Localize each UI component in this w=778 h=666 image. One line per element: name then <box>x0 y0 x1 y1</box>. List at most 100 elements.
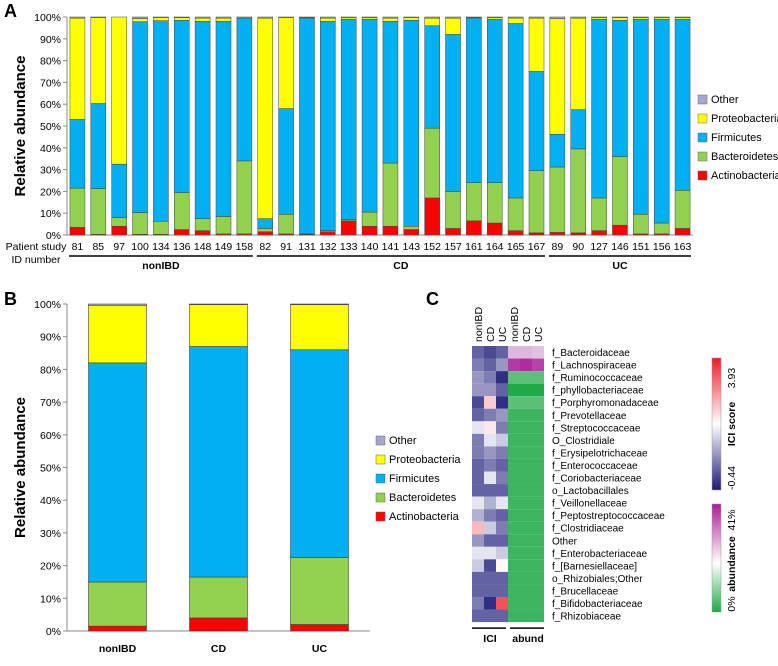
a-group-label-cd: CD <box>393 260 409 272</box>
c-abund-min-label: 0% <box>726 596 738 611</box>
c-cell-ici <box>472 597 484 610</box>
a-bar-segment-bacteroidetes <box>237 161 252 234</box>
a-legend-swatch <box>698 152 707 161</box>
c-cell-ici <box>484 497 496 510</box>
c-cell-abund <box>532 421 544 434</box>
a-xtick-label: 146 <box>611 241 629 253</box>
b-bar-segment-firmicutes <box>190 347 248 578</box>
a-bar-segment-bacteroidetes <box>675 190 690 228</box>
c-cell-ici <box>472 547 484 560</box>
c-cell-abund <box>532 359 544 372</box>
c-row-label: o_Rhizobiales;Other <box>552 574 643 585</box>
b-ytick-label: 60% <box>40 430 61 442</box>
c-cell-abund <box>508 421 520 434</box>
c-ici-title: ICI score <box>726 402 738 447</box>
b-ytick-label: 0% <box>46 626 61 638</box>
c-cell-abund <box>508 610 520 623</box>
a-legend-swatch <box>698 171 707 180</box>
c-cell-ici <box>496 434 508 447</box>
c-cell-abund <box>520 534 532 547</box>
c-cell-ici <box>472 384 484 397</box>
c-cell-ici <box>472 409 484 422</box>
c-row-label: f_Lachnospiraceae <box>552 361 637 372</box>
c-cell-ici <box>484 346 496 359</box>
c-cell-ici <box>472 371 484 384</box>
c-cell-abund <box>532 497 544 510</box>
c-cell-abund <box>508 409 520 422</box>
a-bar-segment-actinobacteria <box>571 233 586 235</box>
a-bar-segment-proteobacteria <box>612 18 627 21</box>
c-cell-abund <box>520 597 532 610</box>
a-ytick-label: 80% <box>40 56 61 68</box>
b-bar-segment-proteobacteria <box>89 305 147 363</box>
a-xtick-label: 157 <box>444 241 462 253</box>
c-cell-ici <box>496 484 508 497</box>
b-ytick-label: 70% <box>40 397 61 409</box>
b-legend-label: Actinobacteria <box>389 511 460 523</box>
a-xtick-label: 131 <box>298 241 316 253</box>
a-bar-segment-bacteroidetes <box>466 183 481 221</box>
a-bar-segment-firmicutes <box>654 19 669 223</box>
c-cell-abund <box>532 559 544 572</box>
a-xtick-label: 143 <box>403 241 421 253</box>
c-cell-abund <box>508 459 520 472</box>
a-xtick-label: 97 <box>113 241 125 253</box>
c-cell-abund <box>520 584 532 597</box>
c-cell-abund <box>508 446 520 459</box>
c-cell-ici <box>484 371 496 384</box>
c-cell-abund <box>520 484 532 497</box>
a-bar-segment-proteobacteria <box>425 18 440 26</box>
a-bar-segment-proteobacteria <box>550 19 565 135</box>
a-bar-segment-actinobacteria <box>362 226 377 235</box>
c-cell-ici <box>484 559 496 572</box>
c-cell-abund <box>520 359 532 372</box>
a-bar-segment-firmicutes <box>341 19 356 220</box>
panel-label-a: A <box>4 1 17 21</box>
a-bar-segment-other <box>174 17 189 18</box>
a-bar-segment-bacteroidetes <box>550 167 565 232</box>
a-xtick-label: 156 <box>653 241 671 253</box>
c-cell-abund <box>532 409 544 422</box>
c-cell-ici <box>484 446 496 459</box>
a-bar-segment-bacteroidetes <box>362 212 377 226</box>
a-ytick-label: 10% <box>40 208 61 220</box>
a-bar-segment-proteobacteria <box>133 19 148 22</box>
a-ytick-label: 60% <box>40 99 61 111</box>
a-bar-segment-actinobacteria <box>174 230 189 235</box>
c-cell-ici <box>484 434 496 447</box>
c-cell-ici <box>484 459 496 472</box>
c-cell-ici <box>484 384 496 397</box>
a-xtick-label: 90 <box>572 241 584 253</box>
a-bar-segment-proteobacteria <box>91 17 106 103</box>
c-cell-ici <box>496 497 508 510</box>
c-cell-abund <box>508 484 520 497</box>
a-bar-segment-firmicutes <box>612 20 627 156</box>
c-cell-ici <box>484 584 496 597</box>
c-cell-abund <box>508 572 520 585</box>
a-bar-segment-actinobacteria <box>70 227 85 235</box>
a-xtick-label: 133 <box>340 241 358 253</box>
c-row-label: f_Prevotellaceae <box>552 411 627 422</box>
c-cell-abund <box>520 371 532 384</box>
a-xtick-label: 149 <box>215 241 233 253</box>
a-bar-segment-actinobacteria <box>341 221 356 235</box>
a-ytick-label: 40% <box>40 143 61 155</box>
c-cell-ici <box>484 522 496 535</box>
a-bar-segment-actinobacteria <box>550 232 565 235</box>
a-bar-segment-bacteroidetes <box>258 228 273 231</box>
a-bar-segment-firmicutes <box>279 109 294 215</box>
c-cell-ici <box>496 472 508 485</box>
a-bar-segment-proteobacteria <box>320 18 335 21</box>
c-cell-ici <box>484 359 496 372</box>
c-cell-ici <box>496 534 508 547</box>
a-bar-segment-actinobacteria <box>487 223 502 235</box>
a-bar-segment-firmicutes <box>216 21 231 216</box>
c-cell-abund <box>520 610 532 623</box>
c-row-label: f_Bacteroidaceae <box>552 348 630 359</box>
a-bar-segment-firmicutes <box>195 21 210 218</box>
c-cell-ici <box>472 396 484 409</box>
c-cell-ici <box>496 446 508 459</box>
c-cell-abund <box>508 584 520 597</box>
a-bar-segment-other <box>529 17 544 18</box>
